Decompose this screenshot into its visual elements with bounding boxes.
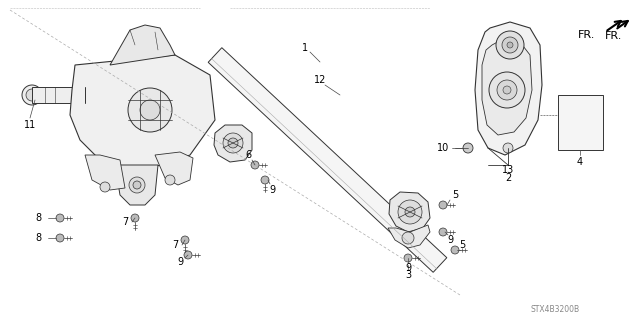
Text: 9: 9	[177, 257, 183, 267]
Circle shape	[405, 207, 415, 217]
Circle shape	[404, 254, 412, 262]
Circle shape	[26, 89, 38, 101]
Circle shape	[22, 85, 42, 105]
Polygon shape	[85, 155, 125, 190]
Polygon shape	[115, 165, 158, 205]
Text: FR.: FR.	[578, 30, 595, 40]
Circle shape	[181, 236, 189, 244]
Circle shape	[184, 251, 192, 259]
Text: 9: 9	[447, 235, 453, 245]
Circle shape	[56, 234, 64, 242]
Circle shape	[261, 176, 269, 184]
Circle shape	[507, 42, 513, 48]
Circle shape	[496, 31, 524, 59]
Circle shape	[398, 200, 422, 224]
Circle shape	[451, 246, 459, 254]
Text: 9: 9	[405, 263, 411, 273]
Text: 8: 8	[35, 213, 41, 223]
Text: 4: 4	[577, 157, 583, 167]
Circle shape	[439, 228, 447, 236]
Circle shape	[129, 177, 145, 193]
Polygon shape	[70, 55, 215, 168]
Circle shape	[463, 143, 473, 153]
Text: 9: 9	[269, 185, 275, 195]
Circle shape	[223, 133, 243, 153]
Bar	[558, 95, 603, 150]
Circle shape	[502, 37, 518, 53]
Circle shape	[503, 86, 511, 94]
Polygon shape	[388, 225, 430, 248]
Text: 12: 12	[314, 75, 326, 85]
Text: 5: 5	[452, 190, 458, 200]
Circle shape	[251, 161, 259, 169]
Circle shape	[402, 232, 414, 244]
Text: 3: 3	[405, 270, 411, 280]
Text: FR.: FR.	[605, 31, 622, 41]
Circle shape	[56, 214, 64, 222]
Circle shape	[165, 175, 175, 185]
Polygon shape	[389, 192, 430, 232]
Text: 10: 10	[437, 143, 449, 153]
Polygon shape	[32, 87, 85, 103]
Text: 5: 5	[459, 240, 465, 250]
Text: 1: 1	[302, 43, 308, 53]
Polygon shape	[110, 25, 175, 65]
Text: STX4B3200B: STX4B3200B	[531, 306, 580, 315]
Polygon shape	[208, 48, 447, 272]
Text: 13: 13	[502, 165, 514, 175]
Text: 6: 6	[245, 150, 251, 160]
Circle shape	[489, 72, 525, 108]
Text: 7: 7	[172, 240, 178, 250]
Text: 7: 7	[122, 217, 128, 227]
Circle shape	[439, 201, 447, 209]
Polygon shape	[475, 22, 542, 155]
Circle shape	[228, 138, 238, 148]
Polygon shape	[482, 38, 532, 135]
Polygon shape	[214, 125, 252, 162]
Circle shape	[100, 182, 110, 192]
Circle shape	[497, 80, 517, 100]
Polygon shape	[155, 152, 193, 185]
Circle shape	[128, 88, 172, 132]
Circle shape	[503, 143, 513, 153]
Circle shape	[140, 100, 160, 120]
Circle shape	[131, 214, 139, 222]
Text: 2: 2	[505, 173, 511, 183]
Text: 8: 8	[35, 233, 41, 243]
Circle shape	[133, 181, 141, 189]
Text: 11: 11	[24, 120, 36, 130]
